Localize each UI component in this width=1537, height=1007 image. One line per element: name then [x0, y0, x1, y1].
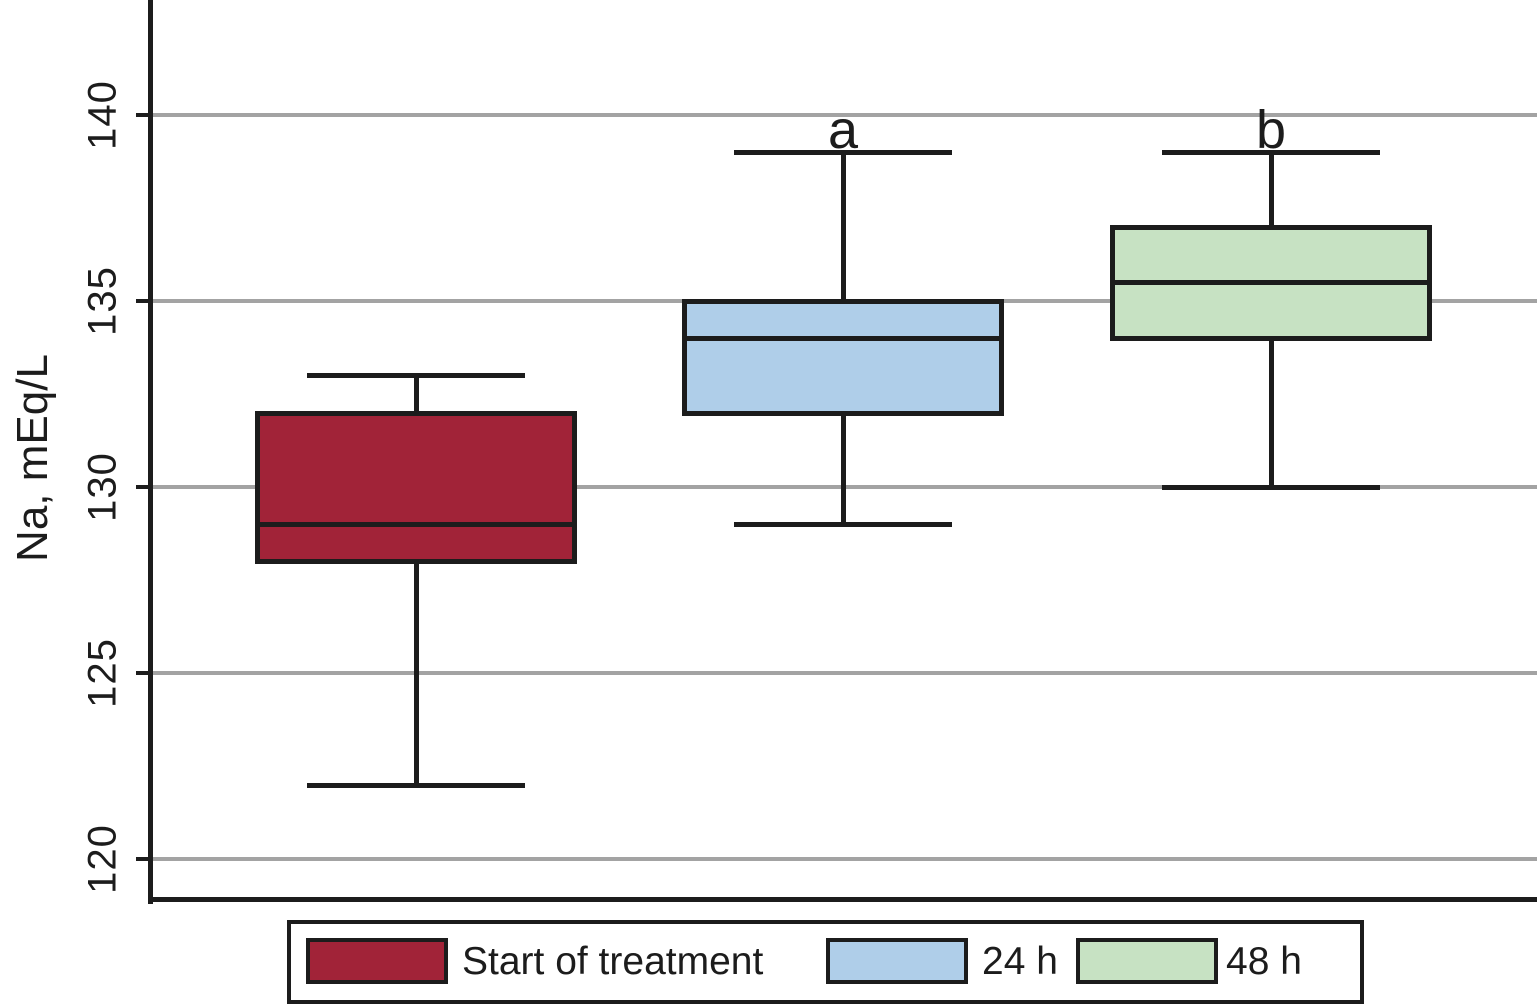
lower-whisker-cap: [307, 783, 525, 788]
y-tick-label-130: 130: [80, 452, 125, 522]
y-tick-label-120: 120: [80, 824, 125, 894]
upper-whisker-cap: [1162, 150, 1380, 155]
upper-whisker-cap: [734, 150, 952, 155]
upper-whisker-line: [841, 152, 846, 301]
significance-label-a: a: [827, 100, 859, 160]
significance-label-b: b: [1255, 100, 1287, 160]
y-tick-140: [136, 113, 149, 117]
legend-label-1: Start of treatment: [462, 940, 764, 983]
x-axis-line: [148, 897, 1537, 902]
gridline-125: [151, 671, 1537, 675]
iqr-box: [682, 299, 1004, 416]
legend: Start of treatment 24 h 48 h: [287, 920, 1364, 1004]
lower-whisker-cap: [734, 522, 952, 527]
y-tick-135: [136, 299, 149, 303]
legend-swatch-3: [1076, 938, 1218, 984]
y-axis-title: Na, mEq/L: [8, 354, 57, 562]
y-tick-label-140: 140: [80, 80, 125, 150]
upper-whisker-line: [1269, 152, 1274, 227]
median-line: [259, 522, 573, 527]
y-tick-120: [136, 857, 149, 861]
iqr-box: [255, 411, 577, 564]
legend-swatch-2: [826, 938, 968, 984]
median-line: [1114, 280, 1428, 285]
upper-whisker-line: [414, 375, 419, 413]
lower-whisker-line: [841, 413, 846, 527]
y-tick-label-135: 135: [80, 266, 125, 336]
y-tick-125: [136, 671, 149, 675]
y-tick-130: [136, 485, 149, 489]
y-tick-label-125: 125: [80, 638, 125, 708]
gridline-120: [151, 857, 1537, 861]
lower-whisker-cap: [1162, 485, 1380, 490]
legend-swatch-1: [306, 938, 448, 984]
y-axis-line: [148, 0, 153, 904]
median-line: [686, 336, 1000, 341]
upper-whisker-cap: [307, 373, 525, 378]
legend-label-3: 48 h: [1226, 940, 1302, 983]
lower-whisker-line: [414, 561, 419, 788]
lower-whisker-line: [1269, 338, 1274, 490]
legend-label-2: 24 h: [982, 940, 1058, 983]
gridline-140: [151, 113, 1537, 117]
